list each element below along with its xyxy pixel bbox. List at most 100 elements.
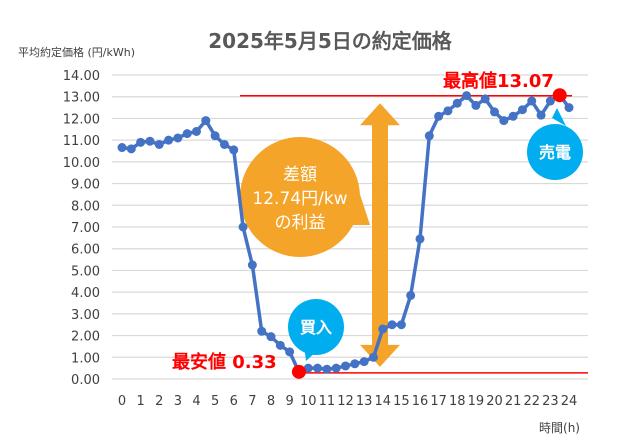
profit-text-3: の利益	[275, 213, 326, 233]
data-point	[490, 107, 499, 117]
x-tick-label: 3	[174, 394, 182, 409]
profit-bubble	[240, 137, 360, 257]
x-tick-label: 19	[468, 394, 485, 409]
data-point	[322, 364, 332, 374]
data-point	[173, 133, 183, 143]
sell-label: 売電	[539, 143, 571, 162]
x-tick-label: 11	[319, 394, 336, 409]
data-point	[480, 94, 490, 104]
profit-text-2: 12.74円/kw	[252, 189, 347, 209]
data-point	[201, 116, 211, 126]
y-tick-label: 7.00	[71, 221, 100, 236]
data-point	[536, 110, 546, 120]
x-tick-label: 17	[430, 394, 447, 409]
y-tick-label: 12.00	[63, 112, 100, 127]
x-tick-label: 15	[393, 394, 410, 409]
y-tick-label: 3.00	[71, 308, 100, 323]
data-point	[164, 135, 174, 145]
x-tick-label: 24	[561, 394, 578, 409]
data-point	[154, 139, 164, 149]
data-point	[424, 131, 434, 141]
data-point	[527, 96, 537, 106]
data-point	[126, 144, 136, 154]
chart-title: 2025年5月5日の約定価格	[208, 29, 452, 53]
data-point	[499, 116, 509, 126]
x-tick-label: 4	[192, 394, 200, 409]
data-point	[192, 126, 201, 136]
difference-double-arrow	[360, 103, 400, 367]
max-point-marker	[552, 88, 567, 103]
data-point	[136, 137, 146, 147]
data-point	[396, 320, 406, 330]
buy-bubble	[288, 299, 344, 355]
y-tick-label: 11.00	[63, 134, 100, 149]
data-point	[462, 91, 472, 101]
buy-bubble-tail	[304, 345, 318, 361]
y-tick-label: 6.00	[71, 243, 100, 258]
min-label: 最安値 0.33	[172, 351, 277, 373]
x-tick-label: 13	[356, 394, 373, 409]
x-tick-label: 21	[505, 394, 522, 409]
x-axis-label: 時間(h)	[539, 421, 580, 435]
sell-bubble	[527, 124, 583, 180]
x-tick-label: 7	[248, 394, 256, 409]
data-point	[210, 131, 220, 141]
max-label: 最高値13.07	[443, 70, 554, 92]
data-point	[247, 260, 257, 270]
data-point	[145, 136, 155, 146]
data-point	[378, 324, 388, 334]
data-point	[545, 96, 555, 106]
x-tick-label: 9	[285, 394, 293, 409]
data-point	[257, 326, 267, 336]
min-point-marker	[291, 364, 306, 379]
data-point	[452, 98, 462, 108]
x-tick-label: 8	[267, 394, 275, 409]
y-tick-label: 13.00	[63, 91, 100, 106]
y-tick-label: 0.00	[71, 373, 100, 388]
y-axis-label: 平均約定価格 (円/kWh)	[18, 45, 135, 59]
data-point	[517, 105, 527, 115]
profit-text-1: 差額	[283, 165, 317, 185]
y-tick-label: 1.00	[71, 351, 100, 366]
data-point	[238, 222, 248, 232]
data-point	[313, 363, 323, 373]
x-tick-label: 22	[523, 394, 540, 409]
data-point	[331, 363, 341, 373]
y-tick-label: 2.00	[71, 330, 100, 345]
data-point	[219, 139, 229, 149]
data-point	[350, 359, 360, 369]
data-point	[406, 290, 416, 300]
data-point	[471, 100, 481, 110]
x-tick-label: 16	[412, 394, 429, 409]
data-point	[285, 347, 295, 357]
x-tick-label: 23	[542, 394, 559, 409]
x-tick-label: 5	[211, 394, 219, 409]
data-point	[564, 103, 574, 113]
data-point	[275, 340, 285, 350]
data-point	[415, 234, 425, 244]
buy-label: 買入	[300, 318, 332, 337]
data-point	[368, 352, 378, 362]
x-tick-label: 10	[300, 394, 317, 409]
data-point	[434, 111, 444, 121]
y-tick-label: 14.00	[63, 69, 100, 84]
sell-bubble-tail	[552, 108, 566, 126]
y-tick-label: 4.00	[71, 286, 100, 301]
data-point	[508, 111, 518, 121]
profit-bubble-tail	[342, 170, 370, 225]
data-point	[229, 145, 239, 155]
x-tick-label: 14	[374, 394, 391, 409]
y-tick-label: 9.00	[71, 178, 100, 193]
y-tick-label: 10.00	[63, 156, 100, 171]
data-point	[443, 106, 453, 116]
x-tick-label: 12	[337, 394, 354, 409]
x-tick-label: 18	[449, 394, 466, 409]
data-point	[266, 332, 276, 342]
y-tick-label: 5.00	[71, 264, 100, 279]
data-point	[341, 361, 350, 371]
data-point	[387, 320, 397, 330]
data-point	[303, 363, 313, 373]
data-point	[117, 143, 127, 153]
x-tick-label: 20	[486, 394, 503, 409]
